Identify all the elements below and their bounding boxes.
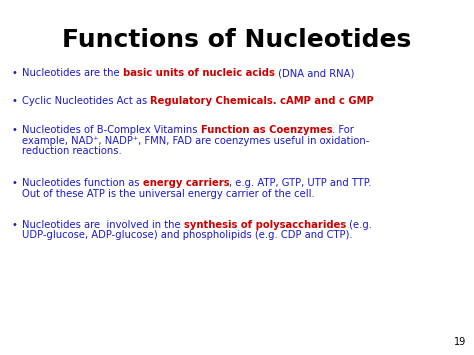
Text: . For: . For	[332, 125, 354, 135]
Text: Functions of Nucleotides: Functions of Nucleotides	[63, 28, 411, 52]
Text: Function as Coenzymes: Function as Coenzymes	[201, 125, 332, 135]
Text: , e.g. ATP, GTP, UTP and TTP.: , e.g. ATP, GTP, UTP and TTP.	[229, 179, 372, 189]
Text: basic units of nucleic acids: basic units of nucleic acids	[123, 68, 274, 78]
Text: •: •	[12, 97, 18, 106]
Text: UDP-glucose, ADP-glucose) and phospholipids (e.g. CDP and CTP).: UDP-glucose, ADP-glucose) and phospholip…	[22, 230, 353, 240]
Text: Regulatory Chemicals. cAMP and c GMP: Regulatory Chemicals. cAMP and c GMP	[150, 97, 374, 106]
Text: Nucleotides of B-Complex Vitamins: Nucleotides of B-Complex Vitamins	[22, 125, 201, 135]
Text: •: •	[12, 219, 18, 229]
Text: energy carriers: energy carriers	[143, 179, 229, 189]
Text: •: •	[12, 68, 18, 78]
Text: example, NAD⁺, NADP⁺, FMN, FAD are coenzymes useful in oxidation-: example, NAD⁺, NADP⁺, FMN, FAD are coenz…	[22, 136, 369, 146]
Text: •: •	[12, 179, 18, 189]
Text: Out of these ATP is the universal energy carrier of the cell.: Out of these ATP is the universal energy…	[22, 189, 315, 199]
Text: Nucleotides function as: Nucleotides function as	[22, 179, 143, 189]
Text: Nucleotides are  involved in the: Nucleotides are involved in the	[22, 219, 184, 229]
Text: Nucleotides are the: Nucleotides are the	[22, 68, 123, 78]
Text: synthesis of polysaccharides: synthesis of polysaccharides	[184, 219, 346, 229]
Text: (DNA and RNA): (DNA and RNA)	[274, 68, 354, 78]
Text: •: •	[12, 125, 18, 135]
Text: Cyclic Nucleotides Act as: Cyclic Nucleotides Act as	[22, 97, 150, 106]
Text: 19: 19	[454, 337, 466, 347]
Text: reduction reactions.: reduction reactions.	[22, 146, 122, 156]
Text: (e.g.: (e.g.	[346, 219, 372, 229]
